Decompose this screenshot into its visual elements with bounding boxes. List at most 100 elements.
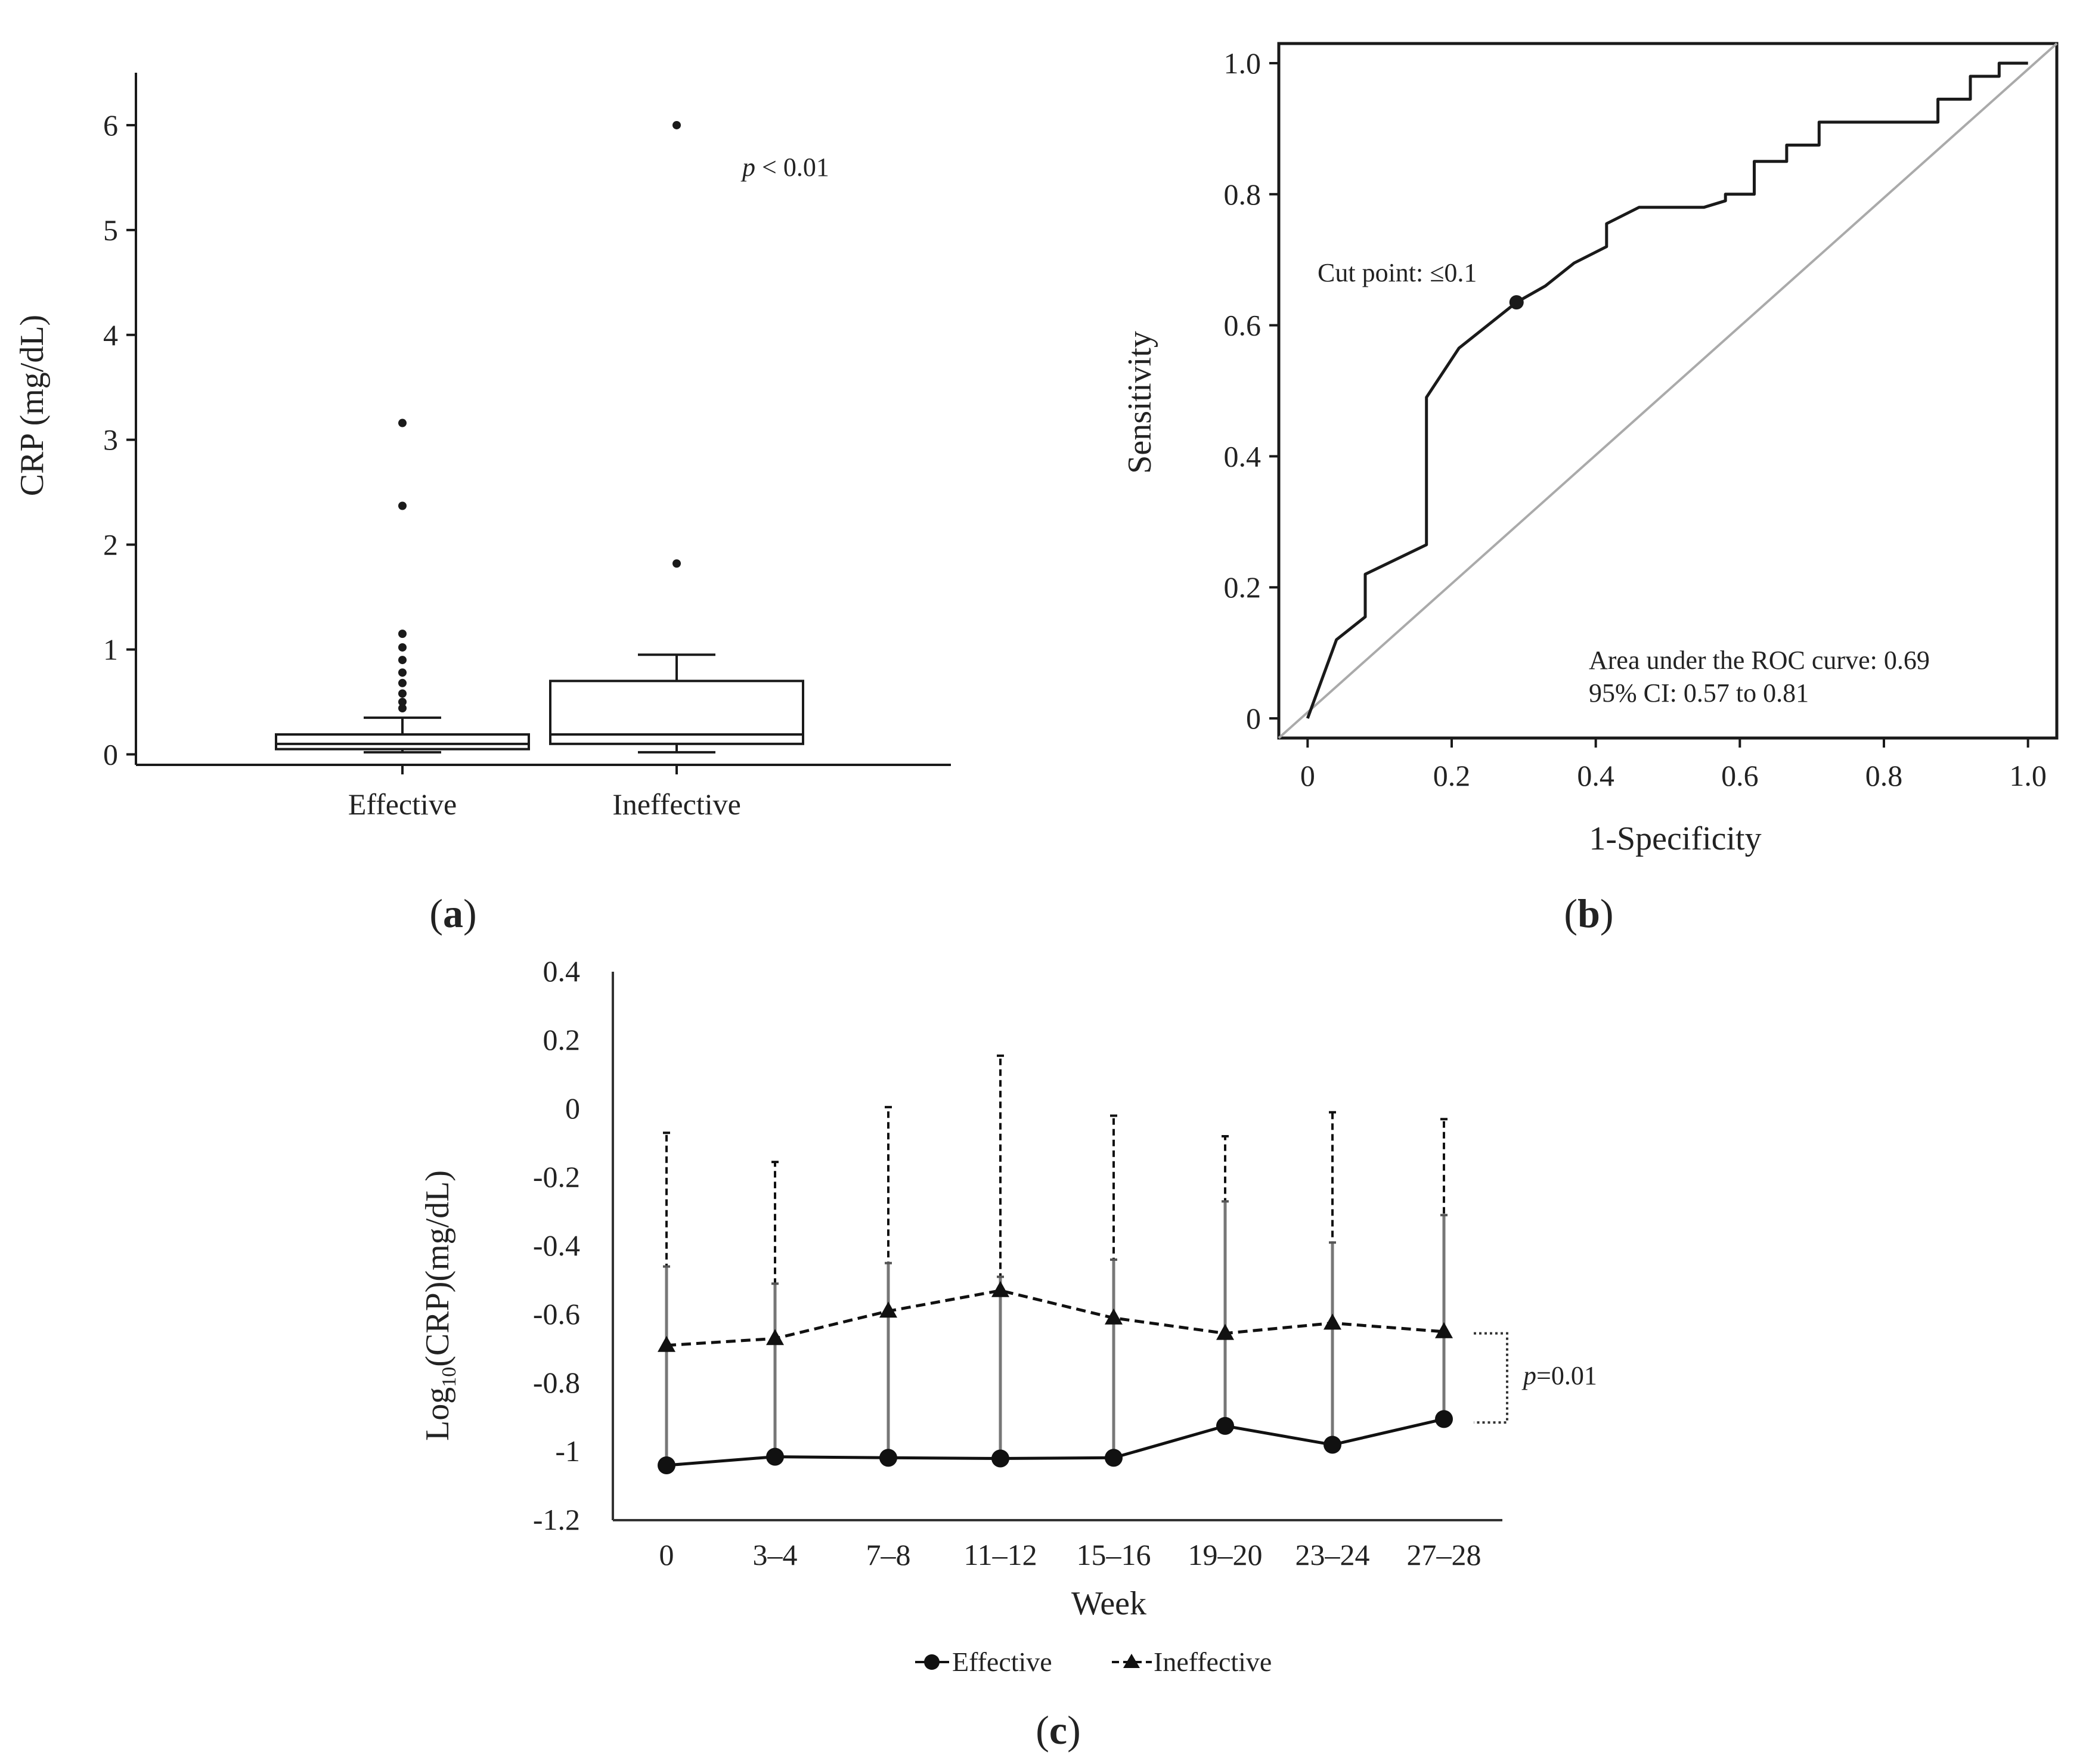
panel-b-y-tick-label: 0	[1246, 702, 1261, 735]
panel-b-frame	[1277, 42, 2059, 740]
roc-curve-line	[1306, 61, 2028, 719]
panel-a-y-tick-label: 2	[103, 528, 118, 562]
cut-point-marker	[1509, 295, 1524, 310]
panel-c-x-tick-label: 7–8	[866, 1538, 911, 1571]
legend-ineffective-marker	[1123, 1654, 1140, 1668]
panel-c-error-bars	[663, 1054, 1448, 1465]
panel-c-axes	[612, 972, 1502, 1521]
panel-c-x-axis-title: Week	[1071, 1585, 1146, 1622]
outlier-point	[672, 120, 681, 129]
panel-b-x-tick-label: 0.2	[1433, 759, 1471, 792]
panel-c-y-tick-label: 0.2	[543, 1023, 581, 1056]
panel-b-y-tick-label: 0.8	[1224, 178, 1262, 211]
panel-b-x-axis-title: 1-Specificity	[1589, 820, 1761, 857]
panel-c-series-lines	[666, 1289, 1445, 1467]
ineffective-series-line	[666, 1289, 1445, 1347]
legend-item-effective: Effective	[915, 1647, 1052, 1677]
panel-a-y-axis-title: CRP (mg/dL)	[14, 315, 51, 496]
legend-ineffective-label: Ineffective	[1154, 1647, 1272, 1677]
panel-c-y-tick-label: 0	[565, 1092, 580, 1125]
effective-point-marker	[1216, 1416, 1234, 1435]
panel-b-y-axis-title: Sensitivity	[1121, 331, 1158, 474]
legend-effective-label: Effective	[952, 1647, 1052, 1677]
ineffective-point-marker	[1324, 1313, 1341, 1330]
effective-point-marker	[991, 1449, 1009, 1468]
effective-point-marker	[766, 1447, 784, 1466]
panel-c-y-tick-label: -1	[555, 1434, 580, 1468]
panel-b-y-tick-label: 0.2	[1224, 571, 1262, 604]
panel-b-y-ticks: 0 0.2 0.4 0.6 0.8 1.0	[1224, 46, 1279, 735]
panel-c-y-tick-label: -0.6	[533, 1297, 580, 1331]
panel-b-label: (b)	[1564, 891, 1613, 936]
panel-c-x-tick-label: 27–28	[1407, 1538, 1481, 1571]
panel-a-x-tick-label: Effective	[348, 788, 457, 821]
effective-point-marker	[1435, 1410, 1453, 1428]
panel-b-ci-text: 95% CI: 0.57 to 0.81	[1589, 678, 1809, 708]
outlier-point	[398, 643, 407, 652]
box-effective	[275, 418, 530, 754]
legend-effective-marker	[924, 1654, 940, 1670]
panel-c-markers	[658, 1281, 1453, 1474]
box-ineffective	[549, 120, 804, 754]
reference-diagonal-line	[1278, 42, 2058, 739]
significance-bracket-line	[1474, 1332, 1508, 1424]
effective-point-marker	[1105, 1449, 1123, 1467]
panel-a-x-tick-label: Ineffective	[612, 788, 741, 821]
panel-c-significance-bracket	[1474, 1332, 1508, 1424]
ineffective-point-marker	[766, 1329, 784, 1346]
panel-a-y-tick-label: 3	[103, 423, 118, 457]
ineffective-point-marker	[1216, 1323, 1234, 1340]
panel-b-x-tick-label: 1.0	[2009, 759, 2047, 792]
outlier-point	[398, 697, 407, 706]
panel-c-y-tick-label: -0.8	[533, 1366, 580, 1399]
panel-a-y-tick-label: 0	[103, 737, 118, 771]
panel-c-label: (c)	[1036, 1707, 1081, 1753]
ineffective-point-marker	[658, 1335, 675, 1352]
panel-c-y-ticks: 0.4 0.2 0 -0.2 -0.4 -0.6 -0.8 -1 -1.2	[533, 954, 580, 1536]
panel-c-legend: Effective Ineffective	[915, 1647, 1272, 1677]
outlier-point	[398, 501, 407, 510]
panel-c-line-chart: 0.4 0.2 0 -0.2 -0.4 -0.6 -0.8 -1 -1.2 0 3–4 7–8 11–…	[419, 954, 1597, 1753]
panel-b-y-tick-label: 0.4	[1224, 439, 1262, 473]
panel-b-plot-area	[1277, 42, 2059, 740]
panel-c-x-tick-label: 19–20	[1188, 1538, 1263, 1571]
effective-point-marker	[1324, 1436, 1341, 1454]
panel-c-x-tick-label: 15–16	[1077, 1538, 1151, 1571]
panel-b-x-tick-label: 0.4	[1577, 759, 1614, 792]
panel-b-cut-point-label: Cut point: ≤0.1	[1318, 258, 1477, 287]
panel-c-y-tick-label: -0.4	[533, 1229, 580, 1262]
panel-a-y-tick-label: 1	[103, 633, 118, 666]
panel-b-auc-text: Area under the ROC curve: 0.69	[1589, 646, 1930, 675]
panel-c-y-axis-title: Log10(CRP)(mg/dL)	[419, 1170, 460, 1441]
outlier-point	[398, 689, 407, 698]
outlier-point	[398, 678, 407, 687]
ineffective-point-marker	[1435, 1322, 1453, 1338]
panel-b-x-tick-label: 0	[1300, 759, 1315, 792]
panel-c-x-tick-label: 23–24	[1295, 1538, 1370, 1571]
panel-b-x-tick-label: 0.8	[1865, 759, 1903, 792]
panel-a-box-plot: 0 1 2 3 4 5 6 Effective Ineffective CRP (mg/dL)…	[14, 73, 951, 936]
panel-b-x-ticks: 0 0.2 0.4 0.6 0.8 1.0	[1300, 738, 2047, 792]
panel-a-y-tick-label: 6	[103, 108, 118, 142]
legend-item-ineffective: Ineffective	[1112, 1647, 1272, 1677]
outlier-point	[398, 704, 407, 713]
panel-a-boxes	[275, 120, 804, 754]
panel-b-roc-curve: 0 0.2 0.4 0.6 0.8 1.0 0 0.2 0.4 0.6 0.8 1.0 1-Spec…	[1121, 42, 2059, 936]
interquartile-box	[275, 733, 530, 751]
panel-a-label: (a)	[429, 891, 476, 936]
outlier-point	[672, 559, 681, 568]
outlier-point	[398, 418, 407, 427]
panel-c-y-tick-label: -0.2	[533, 1160, 580, 1193]
ineffective-point-marker	[1105, 1308, 1123, 1325]
panel-a-y-tick-label: 5	[103, 213, 118, 247]
panel-a-p-value: p < 0.01	[740, 153, 829, 182]
panel-b-y-tick-label: 1.0	[1224, 46, 1262, 80]
panel-c-x-tick-label: 3–4	[753, 1538, 798, 1571]
panel-b-x-tick-label: 0.6	[1721, 759, 1759, 792]
effective-point-marker	[658, 1456, 675, 1474]
panel-c-y-tick-label: -1.2	[533, 1503, 580, 1536]
effective-point-marker	[879, 1449, 897, 1467]
panel-a-y-ticks: 0 1 2 3 4 5 6	[103, 108, 136, 771]
panel-b-y-tick-label: 0.6	[1224, 309, 1262, 342]
